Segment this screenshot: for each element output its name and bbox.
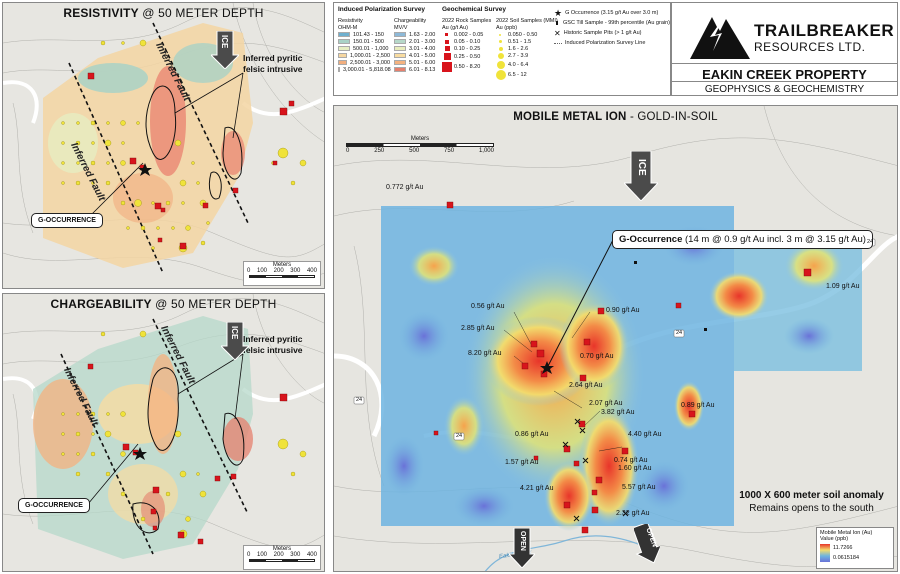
resistivity-map-panel: RESISTIVITY @ 50 METER DEPTH ICE Inferre… [2,2,325,289]
gold-assay-label: 0.56 g/t Au [471,303,505,310]
gold-assay-label: 0.86 g/t Au [515,431,549,438]
legend-rock-class: 0.10 - 0.25 [442,45,494,52]
gold-assay-label: 2.64 g/t Au [569,382,603,389]
intrusive-label: Inferred pyritic felsic intrusive [243,53,303,74]
legend-resistivity-class: 150.01 - 500 [338,38,390,45]
legend-chargeability-class: 6.01 - 8.13 [394,66,439,73]
gold-assay-label: 8.20 g/t Au [468,350,502,357]
mmi-title: MOBILE METAL ION - GOLD-IN-SOIL [513,111,718,123]
mmi-map-panel: MOBILE METAL ION - GOLD-IN-SOIL Meters 0… [333,105,898,572]
legend-rock-class: 0.25 - 0.50 [442,52,494,61]
legend-soil-class: 0.51 - 1.5 [496,38,548,45]
gold-assay-label: 2.32 g/t Au [616,510,650,517]
gold-assay-label: 0.772 g/t Au [386,184,424,191]
anomaly-note: 1000 X 600 meter soil anomaly Remains op… [739,490,884,514]
company-name: TRAILBREAKER [754,21,895,40]
map-legend: Induced Polarization Survey Resistivity … [333,2,671,96]
mmi-legend: Mobile Metal Ion (Au) Value (ppb) 11.726… [816,527,894,569]
gold-assay-label: 1.57 g/t Au [505,459,539,466]
gold-assay-label: 4.21 g/t Au [520,485,554,492]
gold-assay-label: 2.85 g/t Au [461,325,495,332]
intrusive-label: Inferred pyritic felsic intrusive [243,334,303,355]
mmi-scale-bar: Meters 0 250 500 750 1,000 [346,136,494,154]
resistivity-scale-bar: Meters 0 100 200 300 400 [243,261,321,286]
open-direction-arrow: OPEN [507,527,537,571]
x-icon: ✕ [554,28,561,38]
gold-assay-label: 4.40 g/t Au [628,431,662,438]
legend-chargeability-class: 2.01 - 3.00 [394,38,439,45]
resistivity-title: RESISTIVITY @ 50 METER DEPTH [63,6,264,20]
star-icon: ★ [554,7,563,18]
gold-assay-label: 3.82 g/t Au [601,409,635,416]
company-suffix: RESOURCES LTD. [754,40,866,54]
road-label: 24 [456,433,463,439]
ice-direction-arrow: ICE [622,150,660,206]
legend-rock-class: 0.002 - 0.05 [442,31,494,38]
road-label: 24 [356,397,363,403]
legend-resistivity-class: 500.01 - 1,000 [338,45,390,52]
legend-chargeability-class: 5.01 - 6.00 [394,59,439,66]
legend-soil-class: 6.5 - 12 [496,69,548,80]
g-occurrence-callout: G-Occurrence (14 m @ 0.9 g/t Au incl. 3 … [612,230,873,249]
legend-resistivity-class: 101.43 - 150 [338,31,390,38]
legend-rock-class: 0.05 - 0.10 [442,38,494,45]
chargeability-scale-bar: Meters 0 100 200 300 400 [243,545,321,570]
open-direction-arrow: OPEN [632,521,663,569]
gold-assay-label: 1.60 g/t Au [618,465,652,472]
gold-assay-label: 0.89 g/t Au [681,402,715,409]
legend-till-sample: GSC Till Sample - 99th percentile (Au gr… [554,18,670,28]
resistivity-map [3,3,324,288]
gold-assay-label: 5.57 g/t Au [622,484,656,491]
chargeability-title: CHARGEABILITY @ 50 METER DEPTH [50,297,277,311]
legend-historic-pits: ✕ Historic Sample Pits (> 1 g/t Au) [554,28,642,38]
legend-soil-class: 2.7 - 3.9 [496,52,548,60]
ice-direction-arrow: ICE [219,321,251,365]
gold-assay-label: 0.90 g/t Au [606,307,640,314]
gold-assay-label: 0.70 g/t Au [580,353,614,360]
gold-assay-label: 2.07 g/t Au [589,400,623,407]
mountain-logo-icon [690,17,750,59]
g-occurrence-callout: G-OCCURRENCE [18,498,90,513]
legend-soil-class: 4.0 - 6.4 [496,60,548,69]
legend-soil-class: 0.050 - 0.50 [496,31,548,38]
legend-resistivity-class: 3,000.01 - 5,818.08 [338,66,391,73]
property-title: EAKIN CREEK PROPERTY [672,63,897,82]
property-subtitle: GEOPHYSICS & GEOCHEMISTRY [672,81,897,95]
dotted-line-icon [554,42,562,44]
mmi-map [334,106,897,571]
g-occurrence-callout: G-OCCURRENCE [31,213,103,228]
legend-chargeability-class: 4.01 - 5.00 [394,52,439,59]
legend-soil-class: 1.6 - 2.6 [496,45,548,52]
road-label: 24 [676,330,683,336]
chargeability-map-panel: CHARGEABILITY @ 50 METER DEPTH ICE Infer… [2,293,325,572]
ice-direction-arrow: ICE [209,30,241,74]
legend-chargeability-class: 3.01 - 4.00 [394,45,439,52]
gold-assay-label: 0.74 g/t Au [614,457,648,464]
legend-chargeability-class: 1.63 - 2.00 [394,31,439,38]
company-title-block: TRAILBREAKER RESOURCES LTD. EAKIN CREEK … [671,2,898,96]
legend-resistivity-class: 1,000.01 - 2,500 [338,52,390,59]
legend-ip-line: Induced Polarization Survey Line [554,38,670,48]
legend-resistivity-class: 2,500.01 - 3,000 [338,59,390,66]
gold-assay-label: 1.09 g/t Au [826,283,860,290]
square-icon [556,21,558,25]
road-label: 24 [867,239,874,245]
legend-g-occurrence: ★ G Occurrence (3.15 g/t Au over 3.0 m) [554,7,659,18]
legend-rock-class: 0.50 - 8.20 [442,61,494,73]
